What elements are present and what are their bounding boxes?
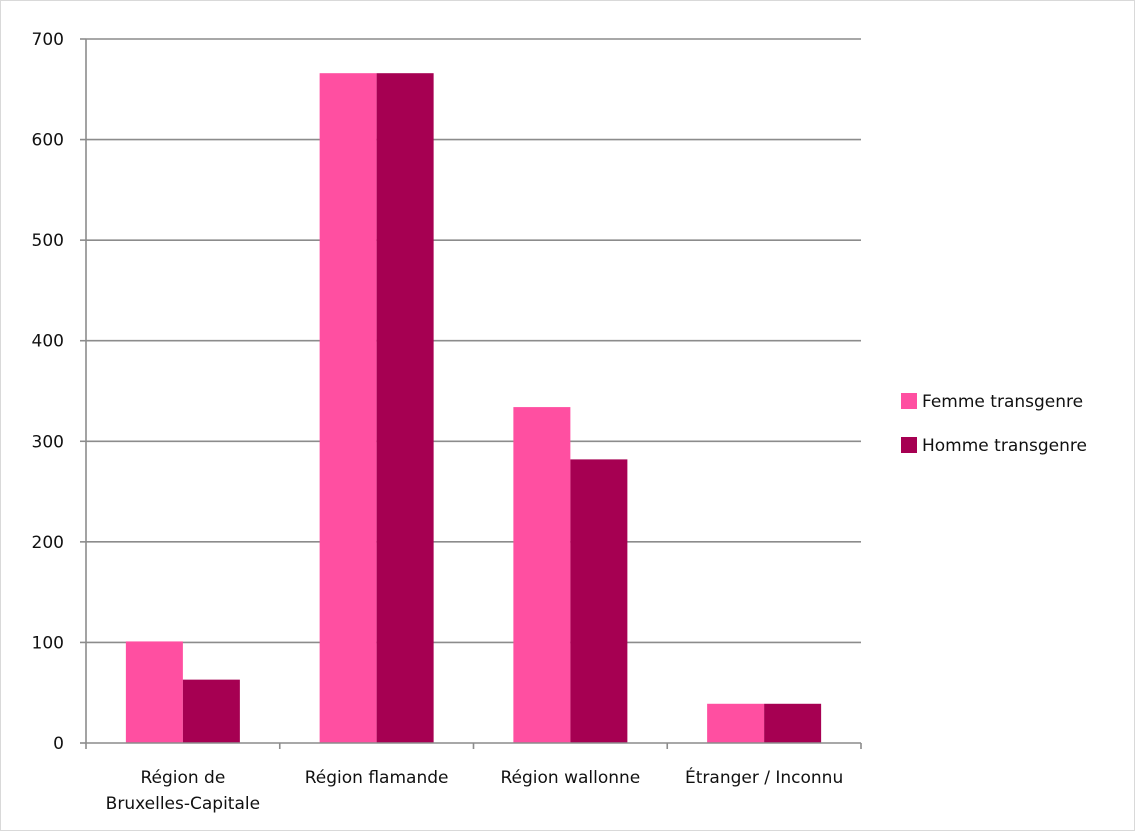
bar [125,641,183,743]
x-category-label: Étranger / Inconnu [685,766,843,788]
x-category-label: Région de [140,768,225,788]
y-tick-label: 400 [32,332,64,352]
x-category-label: Bruxelles-Capitale [106,794,260,814]
x-axis: Région de Bruxelles-Capitale Région flaman… [85,742,862,814]
y-tick-label: 0 [53,734,64,754]
bar [513,407,571,743]
gridlines [86,38,861,644]
bars [125,73,822,744]
y-tick-label: 200 [32,533,64,553]
legend-label: Femme transgenre [922,392,1083,412]
y-tick-label: 500 [32,231,64,251]
y-tick-label: 300 [32,432,64,452]
bar [319,73,377,744]
bar [376,73,434,744]
legend-swatch [901,393,917,409]
legend: Femme transgenre Homme transgenre [901,392,1087,456]
y-tick-label: 700 [32,30,64,50]
legend-swatch [901,437,917,453]
x-category-label: Région wallonne [500,768,640,788]
bar [182,679,240,743]
bar [570,459,628,743]
legend-label: Homme transgenre [922,436,1087,456]
bar [764,703,822,743]
y-axis: 0 100 200 300 400 500 600 700 [32,30,87,754]
y-tick-label: 100 [32,633,64,653]
bar [707,703,765,743]
x-category-label: Région flamande [305,768,449,788]
y-tick-label: 600 [32,131,64,151]
